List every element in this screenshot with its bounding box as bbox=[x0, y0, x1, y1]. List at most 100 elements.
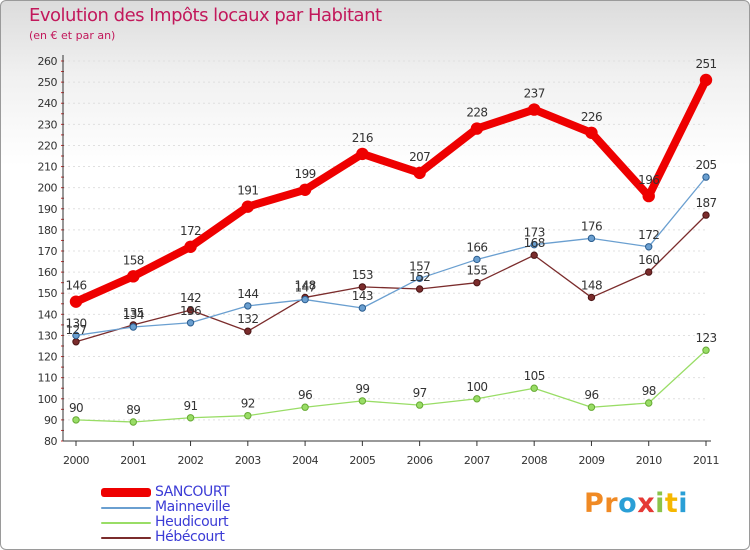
legend-swatch-hbcourt bbox=[101, 536, 151, 539]
x-tick-label: 2010 bbox=[636, 454, 662, 467]
data-label-hbcourt: 135 bbox=[123, 306, 144, 320]
data-label-sancourt: 196 bbox=[638, 173, 659, 187]
y-tick-label: 130 bbox=[38, 329, 58, 342]
data-label-heudicourt: 98 bbox=[642, 384, 656, 398]
data-point-sancourt bbox=[470, 122, 484, 135]
data-label-mainneville: 157 bbox=[409, 259, 430, 273]
data-point-heudicourt bbox=[244, 411, 252, 420]
logo-letter: i bbox=[655, 488, 665, 519]
data-point-mainneville bbox=[587, 234, 596, 243]
logo-letter: r bbox=[604, 488, 619, 519]
data-point-mainneville bbox=[530, 240, 538, 249]
y-tick-label: 240 bbox=[38, 97, 58, 110]
y-tick-label: 200 bbox=[38, 182, 58, 195]
x-tick-label: 2001 bbox=[120, 454, 146, 467]
y-tick-label: 170 bbox=[38, 245, 58, 258]
data-point-mainneville bbox=[473, 255, 481, 264]
data-point-mainneville bbox=[301, 295, 309, 304]
data-point-heudicourt bbox=[358, 397, 367, 405]
data-point-hbcourt bbox=[244, 327, 252, 335]
data-label-hbcourt: 168 bbox=[524, 236, 545, 250]
x-tick-label: 2002 bbox=[178, 454, 204, 467]
data-label-hbcourt: 132 bbox=[237, 312, 258, 326]
logo-letter: x bbox=[637, 488, 656, 519]
data-label-mainneville: 205 bbox=[695, 158, 716, 172]
data-point-mainneville bbox=[645, 243, 653, 251]
y-tick-label: 80 bbox=[44, 435, 57, 448]
data-label-mainneville: 130 bbox=[65, 316, 86, 330]
data-label-hbcourt: 127 bbox=[65, 323, 86, 337]
y-tick-label: 150 bbox=[38, 287, 58, 300]
data-point-mainneville bbox=[244, 302, 252, 310]
data-label-heudicourt: 105 bbox=[524, 369, 545, 383]
data-point-heudicourt bbox=[587, 403, 596, 411]
x-tick-label: 2000 bbox=[63, 454, 89, 467]
data-point-sancourt bbox=[241, 200, 255, 213]
legend-label-hbcourt: Hébécourt bbox=[155, 529, 225, 545]
data-label-sancourt: 237 bbox=[524, 87, 545, 101]
data-point-hbcourt bbox=[415, 285, 424, 293]
series-line-sancourt bbox=[72, 76, 710, 306]
data-label-heudicourt: 96 bbox=[584, 388, 598, 402]
x-tick-label: 2009 bbox=[578, 454, 604, 467]
data-label-heudicourt: 89 bbox=[126, 403, 140, 417]
y-tick-label: 100 bbox=[38, 393, 58, 406]
data-label-sancourt: 251 bbox=[695, 57, 716, 71]
y-tick-label: 110 bbox=[38, 372, 58, 385]
logo-letter: o bbox=[618, 488, 638, 519]
data-point-hbcourt bbox=[186, 306, 195, 314]
data-point-sancourt bbox=[356, 147, 369, 161]
data-point-mainneville bbox=[702, 173, 710, 181]
x-tick-label: 2007 bbox=[464, 454, 490, 467]
x-tick-label: 2008 bbox=[521, 454, 547, 467]
x-tick-label: 2004 bbox=[292, 454, 318, 467]
data-label-heudicourt: 97 bbox=[413, 386, 427, 400]
data-label-heudicourt: 96 bbox=[298, 388, 312, 402]
data-label-heudicourt: 90 bbox=[69, 401, 83, 415]
data-label-sancourt: 226 bbox=[581, 110, 602, 124]
data-point-sancourt bbox=[642, 189, 655, 203]
data-label-heudicourt: 100 bbox=[466, 380, 487, 394]
data-point-sancourt bbox=[127, 270, 140, 283]
data-point-heudicourt bbox=[473, 395, 481, 403]
data-label-hbcourt: 148 bbox=[581, 278, 602, 292]
y-tick-label: 160 bbox=[38, 266, 58, 279]
data-point-mainneville bbox=[72, 331, 80, 340]
data-label-hbcourt: 187 bbox=[695, 196, 716, 210]
data-point-sancourt bbox=[413, 166, 426, 180]
data-label-mainneville: 134 bbox=[123, 308, 144, 322]
data-point-heudicourt bbox=[129, 418, 137, 426]
y-tick-label: 250 bbox=[38, 76, 58, 89]
data-point-mainneville bbox=[415, 274, 424, 283]
data-point-hbcourt bbox=[645, 268, 653, 276]
data-label-mainneville: 144 bbox=[237, 287, 258, 301]
legend-label-heudicourt: Heudicourt bbox=[155, 514, 229, 530]
legend-label-sancourt: SANCOURT bbox=[155, 484, 230, 500]
y-tick-label: 210 bbox=[38, 161, 58, 174]
logo-letter: t bbox=[664, 488, 679, 519]
x-tick-label: 2005 bbox=[349, 454, 375, 467]
x-tick-label: 2003 bbox=[235, 454, 261, 467]
data-label-hbcourt: 148 bbox=[295, 278, 316, 292]
data-point-hbcourt bbox=[473, 278, 481, 287]
data-point-hbcourt bbox=[72, 338, 80, 346]
legend-swatch-sancourt bbox=[101, 488, 151, 497]
data-point-mainneville bbox=[129, 323, 137, 331]
data-label-mainneville: 166 bbox=[466, 240, 487, 254]
data-label-sancourt: 191 bbox=[237, 184, 258, 198]
data-point-sancourt bbox=[69, 295, 83, 308]
data-point-heudicourt bbox=[702, 346, 710, 354]
data-label-mainneville: 143 bbox=[352, 289, 373, 303]
data-label-sancourt: 146 bbox=[65, 279, 86, 293]
chart-title: Evolution des Impôts locaux par Habitant bbox=[29, 5, 382, 26]
series-line-mainneville bbox=[75, 176, 707, 337]
data-label-heudicourt: 92 bbox=[241, 397, 255, 411]
data-point-sancourt bbox=[585, 126, 598, 139]
logo-letter: i bbox=[678, 488, 689, 519]
y-tick-label: 120 bbox=[38, 351, 58, 364]
data-point-sancourt bbox=[298, 183, 312, 196]
data-point-mainneville bbox=[186, 319, 195, 327]
data-point-heudicourt bbox=[645, 399, 653, 407]
series-line-hbcourt bbox=[75, 214, 707, 343]
